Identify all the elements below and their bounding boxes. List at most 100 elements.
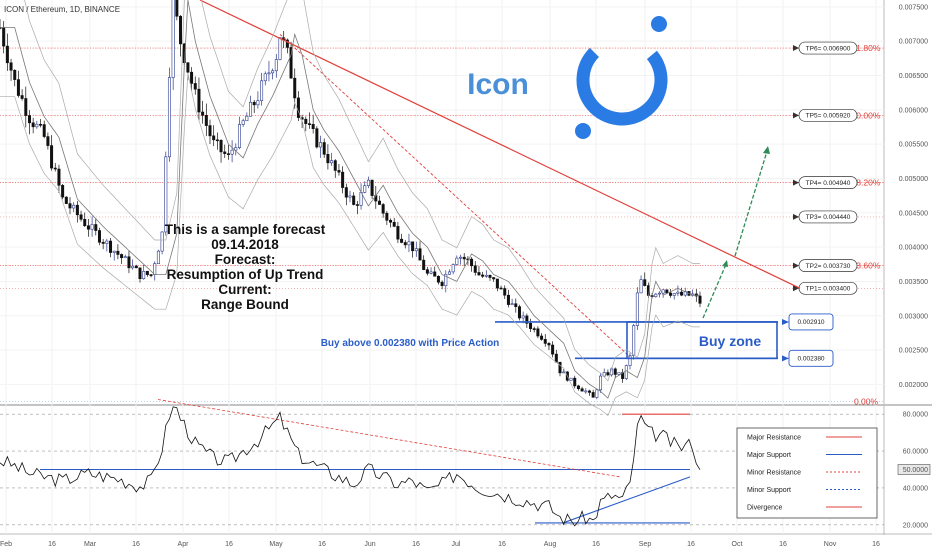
x-tick-label: Jul xyxy=(452,541,461,548)
logo-dot-top-icon xyxy=(651,16,667,32)
price-tick-label: 0.004000 xyxy=(899,245,928,252)
candle-body xyxy=(551,344,555,355)
chart-title: ICON / Ethereum, 1D, BINANCE xyxy=(4,5,120,14)
price-tick-label: 0.007500 xyxy=(899,4,928,11)
buy-zone-badge-label: 0.002910 xyxy=(797,319,824,326)
candle-body xyxy=(234,147,238,151)
candle-body xyxy=(208,125,212,137)
price-tick-label: 0.005000 xyxy=(899,176,928,183)
candle-body xyxy=(304,118,308,124)
legend: Major Resistance Major Support Minor Resis… xyxy=(736,427,878,519)
candle-body xyxy=(558,361,562,374)
candle-body xyxy=(425,269,429,274)
fib-label: 38.20% xyxy=(852,178,881,188)
candle-body xyxy=(587,390,591,393)
price-tick-label: 0.006500 xyxy=(899,73,928,80)
x-tick-label: Mar xyxy=(84,541,97,548)
x-tick-label: Nov xyxy=(824,541,837,548)
candle-body xyxy=(529,323,533,329)
candle-body xyxy=(101,241,105,244)
candle-body xyxy=(355,204,359,206)
x-tick-label: 16 xyxy=(412,541,420,548)
candle-body xyxy=(444,273,448,287)
candle-body xyxy=(285,39,289,48)
candle-body xyxy=(223,151,227,154)
candle-body xyxy=(573,377,577,387)
candle-body xyxy=(433,271,437,277)
candle-body xyxy=(514,303,518,307)
candle-body xyxy=(385,212,389,221)
candle-body xyxy=(584,390,588,393)
target-arrow-2 xyxy=(734,147,769,257)
candle-body xyxy=(672,293,676,296)
candle-body xyxy=(167,77,171,158)
candle-body xyxy=(407,241,411,246)
candle-body xyxy=(252,101,256,106)
candle-body xyxy=(39,123,43,126)
candle-body xyxy=(20,95,24,99)
fib-label: 23.60% xyxy=(852,261,881,271)
candle-body xyxy=(241,120,245,125)
candle-body xyxy=(654,293,658,297)
candle-body xyxy=(24,98,28,116)
candle-body xyxy=(643,279,647,286)
candle-body xyxy=(134,265,138,269)
legend-box xyxy=(736,427,878,519)
target-badge-pointer xyxy=(793,285,799,292)
forecast-line: Range Bound xyxy=(201,297,289,312)
candle-body xyxy=(337,170,341,173)
candle-body xyxy=(97,230,101,243)
oscillator-line xyxy=(0,406,701,527)
candle-body xyxy=(75,204,79,216)
osc-tick-label: 60.0000 xyxy=(903,449,928,456)
arrow-head-icon xyxy=(722,260,728,267)
legend-label: Divergence xyxy=(747,505,783,512)
candle-body xyxy=(488,274,492,278)
candle-body xyxy=(237,124,241,148)
candle-body xyxy=(204,115,208,126)
candle-body xyxy=(123,256,127,259)
candle-body xyxy=(90,224,94,230)
candle-body xyxy=(599,375,603,391)
candle-body xyxy=(521,315,525,319)
candle-body xyxy=(105,240,109,244)
candle-body xyxy=(348,195,352,198)
candle-body xyxy=(370,179,374,196)
buy-zone-badge-pointer xyxy=(782,318,789,325)
candle-body xyxy=(278,37,282,60)
candle-body xyxy=(481,274,485,277)
candle-body xyxy=(403,242,407,246)
candle-body xyxy=(212,135,216,141)
fibonacci-levels: 61.80% 50.00% 38.20% 23.60% 0.00% TP6= 0.0069… xyxy=(0,41,884,407)
candle-body xyxy=(256,100,260,106)
forecast-line: This is a sample forecast xyxy=(165,222,326,237)
candle-body xyxy=(94,224,98,231)
target-label: TP5= 0.005920 xyxy=(806,113,851,120)
candle-body xyxy=(5,45,9,64)
x-tick-label: Feb xyxy=(0,541,12,548)
candle-body xyxy=(341,171,345,188)
candle-body xyxy=(267,72,271,75)
candle-body xyxy=(86,225,90,230)
x-tick-label: Oct xyxy=(732,541,743,548)
x-tick-label: May xyxy=(269,541,283,548)
candle-body xyxy=(676,291,680,294)
x-tick-label: Jun xyxy=(364,541,375,548)
candle-body xyxy=(31,122,35,128)
candle-body xyxy=(414,248,418,252)
candle-body xyxy=(68,203,72,209)
candle-body xyxy=(503,288,507,296)
target-badge-pointer xyxy=(793,262,799,269)
candle-body xyxy=(429,271,433,274)
candle-body xyxy=(628,355,632,366)
candle-body xyxy=(46,136,50,146)
candle-body xyxy=(532,328,536,330)
candle-body xyxy=(447,271,451,275)
candle-body xyxy=(624,365,628,379)
candle-body xyxy=(363,185,367,193)
candle-body xyxy=(296,97,300,118)
candle-body xyxy=(554,353,558,363)
candle-body xyxy=(307,123,311,125)
candle-body xyxy=(50,145,54,169)
